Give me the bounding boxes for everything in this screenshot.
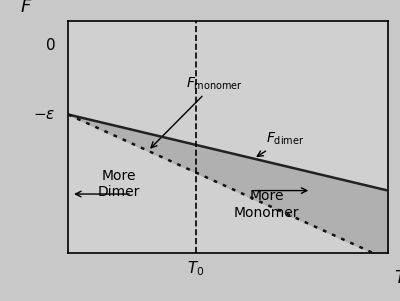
Text: $T_0$: $T_0$ — [187, 260, 205, 278]
Text: $F_{\mathrm{dimer}}$: $F_{\mathrm{dimer}}$ — [257, 131, 305, 156]
Text: $T$: $T$ — [394, 269, 400, 287]
Text: More
Dimer: More Dimer — [98, 169, 140, 199]
Text: $F_{\mathrm{monomer}}$: $F_{\mathrm{monomer}}$ — [151, 75, 243, 148]
Text: $F$: $F$ — [20, 0, 33, 17]
Text: More
Monomer: More Monomer — [234, 189, 299, 219]
Text: $0$: $0$ — [44, 37, 55, 53]
Text: $-\varepsilon$: $-\varepsilon$ — [33, 107, 55, 122]
